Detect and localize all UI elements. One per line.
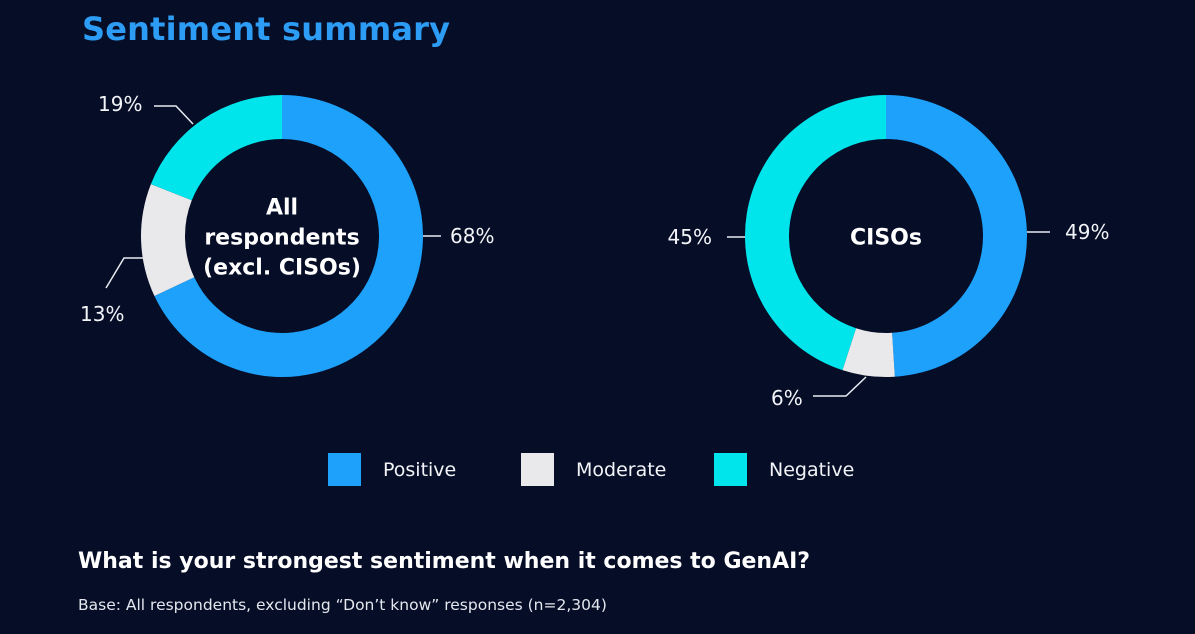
data-label-moderate: 6% bbox=[771, 386, 803, 410]
legend-label-negative: Negative bbox=[769, 458, 855, 481]
legend-swatch-positive bbox=[328, 453, 361, 486]
slice-negative bbox=[150, 95, 282, 201]
data-label-moderate: 13% bbox=[80, 302, 124, 326]
legend-item-negative: Negative bbox=[714, 453, 854, 486]
center-label-line-1: CISOs bbox=[850, 226, 922, 251]
donut-chart-1: 68% 13% 19% All respondents (excl. CISOs) bbox=[80, 92, 494, 377]
center-label-line-1: All bbox=[266, 196, 298, 221]
data-label-positive: 68% bbox=[450, 224, 494, 248]
survey-question: What is your strongest sentiment when it… bbox=[78, 549, 811, 574]
legend: Positive Moderate Negative bbox=[328, 453, 854, 486]
legend-swatch-moderate bbox=[521, 453, 554, 486]
donut-chart-2: 49% 6% 45% CISOs bbox=[668, 95, 1109, 410]
leader-line-moderate bbox=[813, 376, 867, 397]
leader-line-moderate bbox=[105, 257, 146, 289]
base-note: Base: All respondents, excluding “Don’t … bbox=[78, 596, 607, 614]
donut-charts: 68% 13% 19% All respondents (excl. CISOs) 49% 6… bbox=[80, 92, 1109, 410]
leader-line-negative bbox=[154, 105, 194, 125]
slice-positive bbox=[154, 95, 424, 377]
legend-label-positive: Positive bbox=[383, 458, 457, 481]
legend-item-moderate: Moderate bbox=[521, 453, 714, 486]
legend-swatch-negative bbox=[714, 453, 747, 486]
legend-item-positive: Positive bbox=[328, 453, 521, 486]
legend-label-moderate: Moderate bbox=[576, 458, 667, 481]
center-label-line-2: respondents bbox=[204, 226, 359, 251]
data-label-negative: 19% bbox=[98, 92, 142, 116]
slice-moderate bbox=[842, 328, 895, 377]
slice-positive bbox=[886, 95, 1027, 377]
data-label-positive: 49% bbox=[1065, 220, 1109, 244]
data-label-negative: 45% bbox=[668, 225, 712, 249]
slice-moderate bbox=[141, 184, 195, 297]
center-label-line-3: (excl. CISOs) bbox=[203, 256, 361, 281]
slice-negative bbox=[745, 95, 886, 371]
page-title: Sentiment summary bbox=[82, 10, 451, 48]
